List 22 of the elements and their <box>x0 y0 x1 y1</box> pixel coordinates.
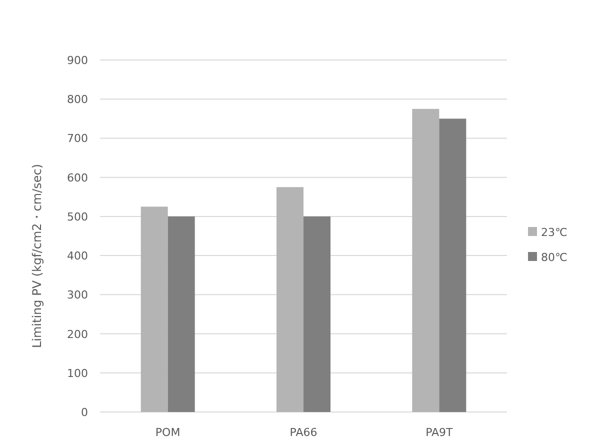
y-axis-title: Limiting PV (kgf/cm2・cm/sec) <box>30 164 44 348</box>
legend-label: 23℃ <box>541 226 568 239</box>
y-tick-label: 200 <box>67 328 88 341</box>
y-tick-label: 300 <box>67 288 88 302</box>
y-tick-label: 0 <box>81 406 88 419</box>
bar <box>168 216 195 412</box>
bar <box>412 108 440 412</box>
y-tick-label: 800 <box>67 93 88 106</box>
bar <box>276 187 304 412</box>
x-tick-label: POM <box>155 426 180 439</box>
x-tick-label: PA66 <box>290 426 318 439</box>
y-tick-label: 600 <box>67 171 88 184</box>
x-tick-label: PA9T <box>426 426 454 439</box>
legend-label: 80℃ <box>541 251 568 264</box>
bar <box>439 118 466 412</box>
y-tick-label: 700 <box>67 132 88 146</box>
y-tick-label: 400 <box>67 250 88 263</box>
y-tick-label: 500 <box>67 210 88 224</box>
bar <box>304 216 330 412</box>
bar <box>140 206 168 412</box>
y-tick-label: 100 <box>67 366 88 380</box>
y-tick-label: 900 <box>67 54 88 67</box>
